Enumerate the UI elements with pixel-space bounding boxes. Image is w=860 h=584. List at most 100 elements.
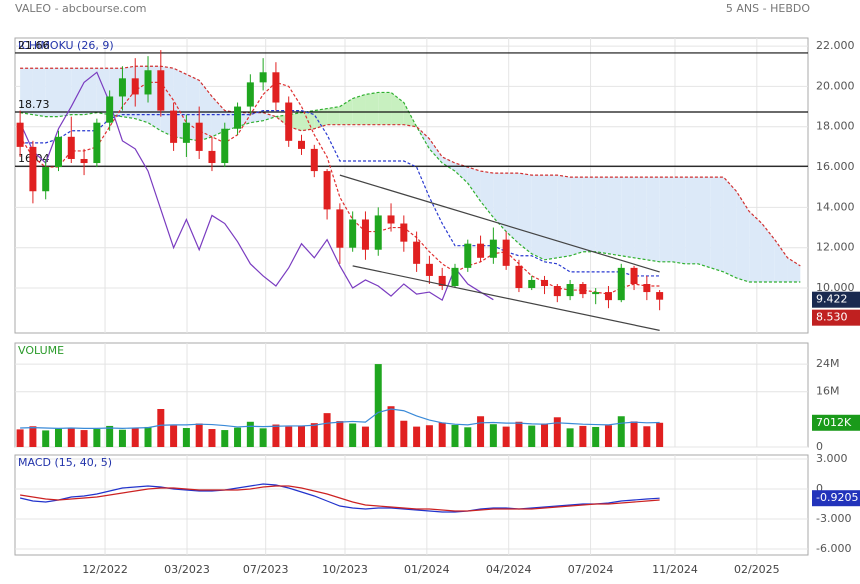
y-tick-label: 18.000	[816, 120, 855, 133]
candle-body	[630, 267, 638, 285]
volume-bar	[221, 430, 229, 447]
y-tick-label: 20.000	[816, 79, 855, 92]
volume-bar	[502, 426, 510, 447]
volume-bar	[604, 425, 612, 447]
panel-title: VOLUME	[18, 344, 64, 357]
candle-body	[579, 284, 587, 295]
candle-body	[259, 72, 267, 83]
candle-body	[502, 239, 510, 266]
candle-body	[106, 96, 114, 123]
volume-bar	[541, 423, 549, 447]
y-tick-label: 0	[816, 482, 823, 495]
cloud	[557, 175, 571, 258]
volume-bar	[93, 429, 101, 447]
candle-body	[528, 279, 536, 289]
level-label: 18.73	[18, 98, 50, 111]
candle-body	[349, 219, 357, 248]
volume-bar	[579, 425, 587, 447]
candle-body	[157, 70, 165, 111]
y-tick-label: 24M	[816, 357, 840, 370]
candle-body	[93, 122, 101, 164]
x-tick-label: 03/2023	[164, 563, 210, 576]
volume-bar	[259, 428, 267, 447]
volume-bar	[438, 422, 446, 447]
volume-bar	[361, 426, 369, 447]
volume-bar	[246, 421, 254, 447]
x-tick-label: 10/2023	[322, 563, 368, 576]
chikou-line	[19, 71, 494, 302]
candle-body	[425, 263, 433, 276]
y-tick-label: 22.000	[816, 39, 855, 52]
cloud	[736, 191, 750, 282]
cloud	[250, 112, 264, 123]
candle-body	[541, 279, 549, 287]
cloud	[352, 94, 366, 125]
cloud	[659, 177, 673, 262]
volume-bar	[234, 427, 242, 447]
kijun-line	[20, 109, 660, 277]
volume-bar	[310, 423, 318, 447]
volume-bar	[182, 427, 190, 447]
y-tick-label: -6.000	[816, 542, 851, 555]
cloud	[595, 177, 609, 254]
candle-body	[195, 122, 203, 151]
x-tick-label: 07/2023	[243, 563, 289, 576]
volume-bar	[413, 426, 421, 447]
cloud	[723, 177, 737, 278]
candle-body	[80, 158, 88, 164]
cloud	[211, 96, 225, 137]
volume-bar	[67, 427, 75, 447]
cloud	[71, 68, 85, 115]
last-value-label: -0.9205	[816, 491, 858, 504]
cloud	[582, 177, 596, 252]
cloud	[263, 112, 276, 121]
volume-bar	[144, 426, 152, 447]
candle-body	[604, 292, 612, 301]
volume-bar	[489, 424, 497, 447]
candle-body	[285, 102, 293, 141]
volume-bar	[285, 426, 293, 447]
cloud	[544, 175, 558, 260]
x-tick-label: 11/2024	[652, 563, 698, 576]
volume-bar	[643, 426, 651, 447]
cloud	[531, 175, 545, 260]
cloud	[454, 163, 468, 184]
cloud	[32, 68, 46, 117]
panel-title: MACD (15, 40, 5)	[18, 456, 112, 469]
candle-body	[477, 243, 485, 258]
volume-bar	[515, 421, 523, 447]
candle-body	[464, 243, 472, 268]
volume-bar	[451, 424, 459, 447]
volume-bar	[528, 425, 536, 447]
candle-body	[387, 215, 395, 224]
y-tick-label: 12.000	[816, 241, 855, 254]
last-value-label: 9.422	[816, 293, 848, 306]
cloud	[493, 173, 507, 232]
candle-body	[221, 128, 229, 164]
cloud	[685, 177, 699, 264]
cloud	[698, 177, 711, 268]
cloud	[646, 177, 660, 262]
candle-body	[118, 78, 126, 97]
candle-body	[566, 284, 574, 297]
cloud	[518, 173, 532, 254]
candle-body	[234, 106, 242, 129]
cloud	[20, 68, 33, 115]
candle-body	[208, 150, 216, 164]
cloud	[378, 92, 392, 125]
cloud	[442, 156, 455, 172]
volume-bar	[566, 428, 574, 447]
y-tick-label: 0	[816, 440, 823, 453]
candle-body	[272, 72, 280, 103]
cloud	[45, 68, 59, 117]
last-value-box	[812, 414, 860, 431]
candle-body	[438, 275, 446, 287]
panel	[14, 454, 809, 556]
volume-bar	[323, 413, 331, 447]
volume-bar	[617, 416, 625, 447]
cloud	[314, 108, 328, 129]
cloud	[58, 68, 72, 117]
last-value-box	[812, 490, 860, 507]
candle-body	[54, 136, 62, 168]
